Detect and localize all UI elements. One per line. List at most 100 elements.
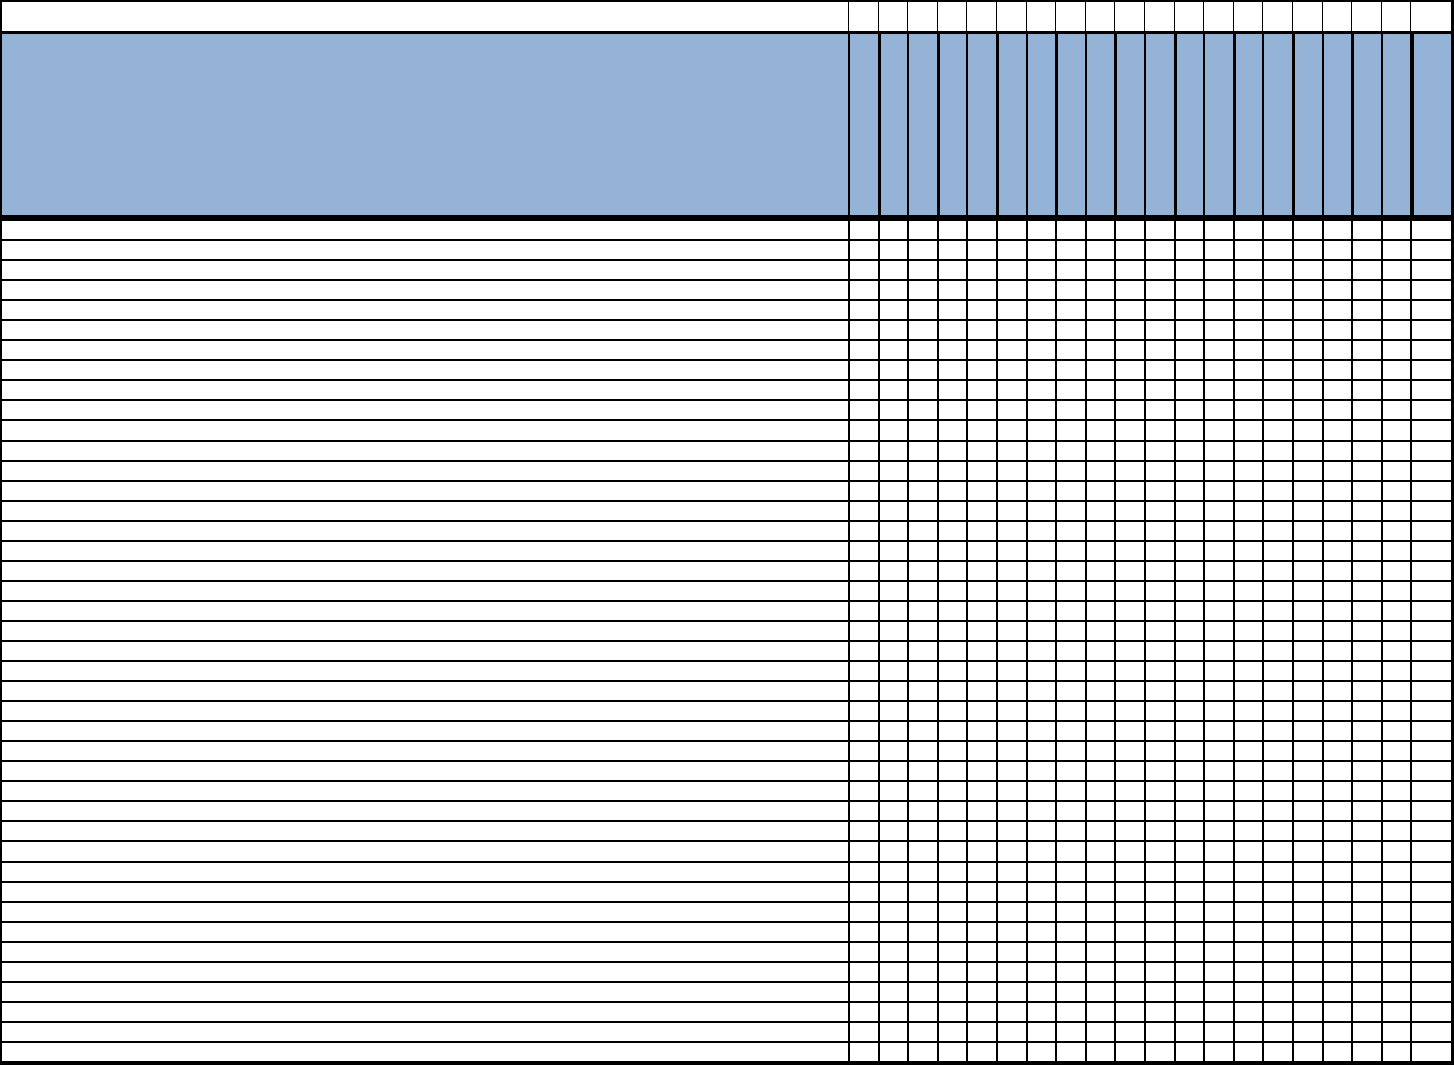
grid-cell [848, 682, 878, 701]
grid-cell [1291, 682, 1322, 701]
grid-cell [1143, 581, 1174, 600]
grid-cell [1380, 802, 1411, 821]
grid-cell [1203, 842, 1233, 861]
grid-cell [1025, 401, 1056, 420]
grid-cell [1055, 521, 1085, 540]
grid-cell [1232, 822, 1263, 841]
grid-cell [1321, 601, 1352, 620]
grid-cell [966, 321, 996, 340]
header-column-cell [1084, 34, 1115, 215]
row-name-cell [2, 822, 848, 840]
grid-cell [1291, 762, 1322, 781]
grid-cell [1351, 782, 1381, 801]
grid-cell [1380, 401, 1411, 420]
grid-cell [1114, 401, 1144, 420]
grid-cell [1025, 601, 1056, 620]
grid-cell [877, 321, 908, 340]
top-row [2, 2, 1451, 34]
grid-cell [1084, 301, 1115, 320]
grid-cell [907, 261, 937, 280]
top-row-column-cell [1084, 2, 1115, 31]
grid-cell [1084, 641, 1115, 661]
grid-cell [1232, 501, 1263, 520]
grid-cell [1203, 521, 1233, 540]
table-row [2, 702, 1451, 723]
grid-cell [1232, 702, 1263, 721]
grid-cell [1203, 561, 1233, 580]
grid-cell [1055, 441, 1085, 460]
grid-cell [1380, 361, 1411, 380]
grid-cell [848, 862, 878, 881]
header-column-cell [1203, 34, 1233, 215]
grid-cell [936, 1002, 967, 1021]
grid-cell [907, 361, 937, 380]
grid-cell-end [1410, 922, 1451, 941]
grid-cell [1025, 822, 1056, 841]
grid-cell [848, 441, 878, 460]
grid-cell [1321, 221, 1352, 240]
grid-cell [1173, 982, 1204, 1001]
grid-cell [1232, 842, 1263, 861]
grid-cell [1380, 822, 1411, 841]
grid-cell [1321, 561, 1352, 580]
grid-cell [848, 501, 878, 520]
grid-cell [1203, 762, 1233, 781]
grid-cell [1351, 601, 1381, 620]
grid-cell [1351, 381, 1381, 400]
header-column-cell [1380, 34, 1411, 215]
grid-cell [848, 802, 878, 821]
grid-cell [1055, 261, 1085, 280]
grid-cell [1232, 541, 1263, 560]
row-name-cell [2, 722, 848, 740]
grid-cell [1055, 341, 1085, 360]
grid-cell [1025, 762, 1056, 781]
table-row [2, 361, 1451, 382]
grid-cell [1232, 1042, 1263, 1061]
grid-cell [1232, 962, 1263, 981]
grid-cell [995, 662, 1026, 681]
row-name-cell [2, 662, 848, 680]
grid-cell [1084, 942, 1115, 961]
grid-cell [1025, 541, 1056, 560]
grid-cell [1114, 802, 1144, 821]
grid-cell [1351, 341, 1381, 360]
grid-cell [1114, 702, 1144, 721]
grid-cell [907, 742, 937, 761]
grid-cell [1055, 221, 1085, 240]
table-row [2, 882, 1451, 903]
grid-cell-end [1410, 662, 1451, 681]
grid-cell [1084, 481, 1115, 500]
grid-cell [1203, 942, 1233, 961]
grid-cell [995, 641, 1026, 661]
grid-cell-end [1410, 361, 1451, 380]
grid-cell [1143, 662, 1174, 681]
grid-cell [1262, 682, 1292, 701]
grid-cell [1173, 561, 1204, 580]
grid-cell [1114, 842, 1144, 861]
grid-cell [1351, 1022, 1381, 1041]
grid-cell [1025, 421, 1056, 440]
grid-cell [1025, 702, 1056, 721]
grid-cell [966, 782, 996, 801]
row-name-cell [2, 883, 848, 901]
grid-cell [1380, 742, 1411, 761]
grid-cell [1262, 341, 1292, 360]
grid-cell [1203, 1002, 1233, 1021]
grid-cell [1291, 261, 1322, 280]
grid-cell-end [1410, 541, 1451, 560]
grid-cell [1143, 621, 1174, 640]
grid-cell [1203, 982, 1233, 1001]
grid-cell [936, 581, 967, 600]
grid-cell [1262, 501, 1292, 520]
grid-cell [1232, 942, 1263, 961]
grid-cell [1321, 762, 1352, 781]
grid-cell-end [1410, 862, 1451, 881]
table-row [2, 722, 1451, 743]
grid-cell [936, 341, 967, 360]
grid-cell [1321, 341, 1352, 360]
grid-cell [995, 922, 1026, 941]
grid-cell [1114, 501, 1144, 520]
grid-cell-end [1410, 421, 1451, 440]
grid-cell [936, 481, 967, 500]
grid-cell [936, 521, 967, 540]
